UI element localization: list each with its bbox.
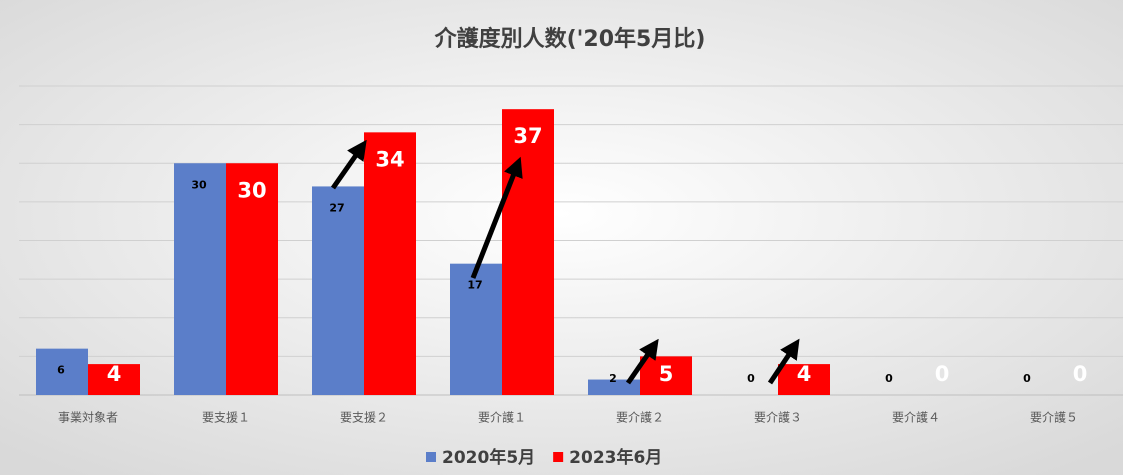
data-label: 5 xyxy=(659,362,674,386)
bar xyxy=(226,163,278,395)
legend-label: 2020年5月 xyxy=(442,447,535,468)
bar xyxy=(36,348,88,395)
chart-title: 介護度別人数('20年5月比) xyxy=(434,26,706,52)
data-label: 34 xyxy=(375,147,404,171)
x-tick-label: 要介護５ xyxy=(1030,410,1078,425)
x-tick-label: 要支援１ xyxy=(202,411,250,425)
x-tick-label: 要介護４ xyxy=(892,410,940,425)
data-label: 17 xyxy=(467,279,482,292)
data-label: 30 xyxy=(191,178,207,191)
x-tick-label: 要介護２ xyxy=(616,410,664,425)
data-label: 0 xyxy=(885,372,893,385)
data-label: 4 xyxy=(797,362,812,386)
data-label: 37 xyxy=(513,124,542,148)
bar xyxy=(88,364,140,395)
bar xyxy=(778,364,830,395)
data-label: 2 xyxy=(609,372,617,385)
x-tick-label: 事業対象者 xyxy=(58,411,118,425)
data-label: 0 xyxy=(935,362,950,386)
arrow xyxy=(625,338,659,385)
bar xyxy=(312,186,364,395)
legend: 2020年5月 2023年6月 xyxy=(426,447,662,468)
legend-swatch xyxy=(426,452,436,462)
bar xyxy=(450,263,502,395)
plot: 事業対象者 6 4 要支援１ 30 30 要支援２ 27 34 要介護１ 17 37 要介護２ 2 5 要介護… xyxy=(19,85,1123,425)
bar xyxy=(174,163,226,395)
x-tick-label: 要支援２ xyxy=(340,411,388,425)
data-label: 27 xyxy=(329,201,344,214)
arrow xyxy=(470,156,523,279)
data-label: 4 xyxy=(107,362,122,386)
bar xyxy=(588,379,640,395)
bar xyxy=(502,109,554,396)
bar xyxy=(640,356,692,395)
arrow xyxy=(330,139,367,190)
annotations xyxy=(330,139,800,385)
data-label: 0 xyxy=(747,372,755,385)
arrow xyxy=(767,338,800,385)
x-tick-label: 要介護１ xyxy=(478,410,526,425)
bar xyxy=(364,132,416,395)
legend-swatch xyxy=(553,452,564,462)
data-label: 30 xyxy=(237,178,266,202)
data-label: 0 xyxy=(1023,372,1031,385)
data-label: 6 xyxy=(57,364,65,377)
legend-label: 2023年6月 xyxy=(569,447,662,468)
x-tick-label: 要介護３ xyxy=(754,410,802,425)
data-label: 0 xyxy=(1073,362,1088,386)
